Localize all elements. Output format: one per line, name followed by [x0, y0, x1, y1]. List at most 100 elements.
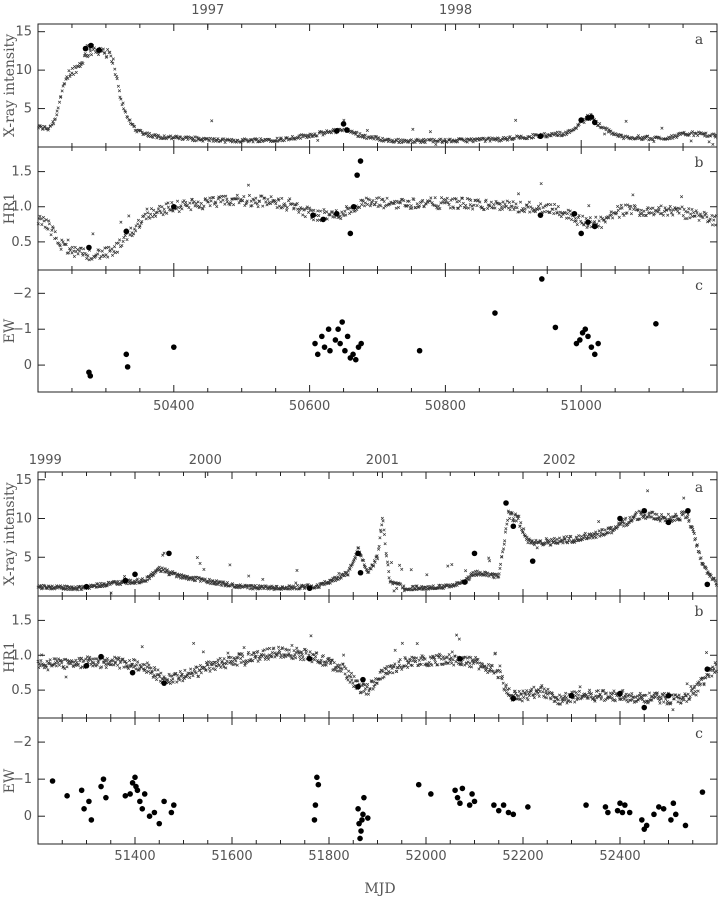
cross-point — [576, 697, 580, 701]
cross-point — [455, 140, 460, 144]
cross-point — [429, 196, 433, 200]
cross-point — [498, 664, 502, 668]
cross-point — [413, 587, 417, 591]
cross-point — [52, 122, 56, 126]
cross-point — [340, 667, 344, 671]
cross-point — [713, 135, 717, 139]
cross-point — [343, 672, 347, 676]
cross-point — [96, 582, 100, 586]
cross-point — [134, 663, 139, 667]
cross-point — [701, 132, 706, 136]
cross-point — [622, 521, 626, 525]
cross-point — [624, 695, 628, 699]
cross-point — [516, 516, 520, 521]
cross-point — [304, 134, 308, 138]
cross-point — [389, 561, 394, 565]
data-point — [415, 781, 422, 788]
cross-point — [690, 130, 695, 134]
cross-point — [511, 200, 515, 204]
data-point — [641, 507, 648, 514]
cross-point — [505, 688, 509, 692]
cross-point — [460, 196, 464, 200]
data-point — [87, 373, 94, 379]
cross-point — [388, 202, 392, 206]
year-label: 2002 — [543, 453, 576, 468]
cross-point — [639, 208, 643, 212]
cross-point — [117, 656, 121, 660]
cross-point — [414, 205, 418, 209]
cross-point — [710, 674, 714, 678]
cross-point — [528, 538, 532, 542]
cross-point — [475, 569, 479, 573]
cross-point — [145, 207, 149, 211]
cross-point — [625, 211, 629, 215]
cross-point — [410, 141, 414, 145]
cross-point — [183, 668, 187, 672]
cross-point — [483, 664, 487, 668]
cross-point — [445, 655, 449, 659]
cross-point — [203, 577, 207, 581]
cross-point — [212, 660, 216, 664]
panel-frame — [37, 471, 718, 597]
cross-point — [393, 662, 397, 666]
cross-point — [420, 138, 424, 142]
cross-point — [293, 203, 297, 207]
cross-point — [258, 199, 262, 203]
data-point — [171, 344, 177, 350]
cross-point — [626, 694, 630, 698]
cross-point — [140, 130, 144, 134]
data-point — [122, 577, 129, 584]
data-point — [573, 340, 580, 347]
cross-point — [330, 658, 334, 662]
cross-point — [622, 697, 626, 701]
data-point — [492, 310, 498, 316]
data-point — [342, 347, 348, 354]
cross-point — [228, 563, 232, 567]
cross-point — [175, 673, 180, 677]
cross-point — [242, 195, 246, 199]
cross-point — [41, 215, 46, 219]
cross-point — [494, 137, 498, 141]
cross-point — [531, 136, 536, 140]
cross-point — [103, 658, 107, 662]
data-point — [81, 805, 87, 812]
data-point — [122, 793, 129, 799]
cross-point — [275, 653, 279, 657]
cross-point — [104, 253, 108, 257]
cross-point — [453, 654, 457, 659]
cross-point — [197, 576, 201, 580]
x-tick-label: 52200 — [502, 849, 543, 864]
cross-point — [48, 658, 52, 662]
cross-point — [660, 126, 664, 130]
cross-point — [674, 512, 678, 516]
cross-point — [175, 680, 179, 684]
cross-point — [691, 530, 696, 534]
data-point — [357, 158, 364, 164]
cross-point — [519, 692, 523, 696]
cross-point — [260, 584, 264, 588]
data-point — [672, 811, 679, 818]
cross-point — [266, 657, 271, 661]
cross-point — [715, 669, 719, 673]
cross-point — [704, 212, 708, 216]
cross-point — [407, 199, 411, 203]
cross-point — [144, 217, 148, 221]
cross-point — [497, 572, 501, 576]
cross-point — [682, 207, 686, 211]
cross-point — [84, 253, 88, 257]
cross-point — [523, 534, 527, 538]
data-point — [457, 655, 463, 662]
cross-point — [247, 574, 251, 578]
cross-point — [503, 688, 507, 692]
cross-point — [82, 247, 86, 251]
cross-point — [294, 656, 298, 660]
cross-point — [532, 696, 536, 700]
cross-point — [262, 196, 266, 200]
cross-point — [587, 204, 591, 208]
cross-point — [685, 682, 689, 686]
cross-point — [683, 692, 687, 696]
cross-point — [38, 124, 42, 128]
cross-point — [561, 538, 565, 542]
cross-point — [676, 209, 680, 213]
cross-point — [40, 223, 44, 227]
